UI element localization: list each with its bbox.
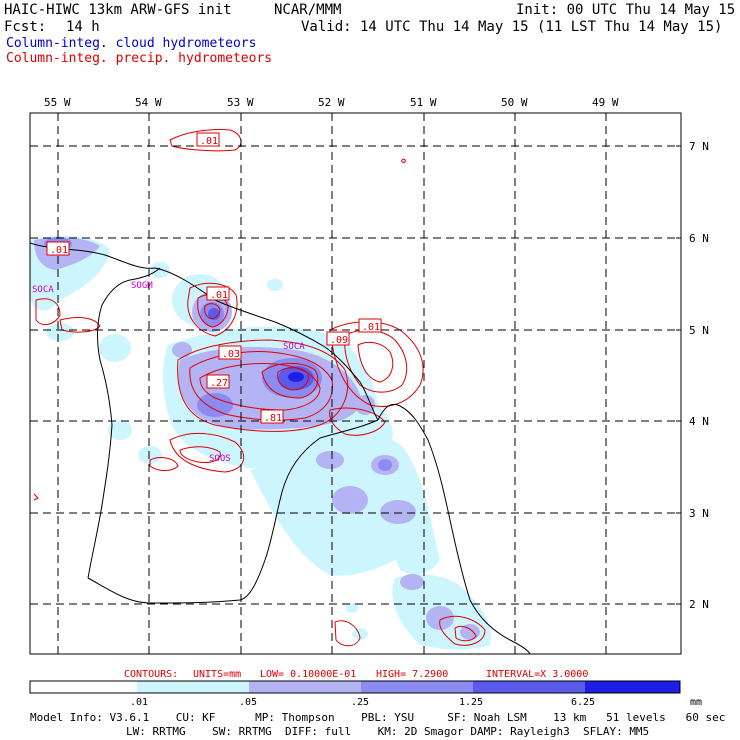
- cloud-shading: [30, 235, 491, 650]
- lon-label: 53 W: [227, 96, 254, 109]
- contours-title: CONTOURS:: [124, 669, 178, 680]
- colorbar-tick: .25: [351, 697, 369, 708]
- fcst-value: 14 h: [66, 19, 100, 35]
- contour-label-text: .03: [222, 349, 240, 360]
- colorbar-ticks: .01 .05 .25 1.25 6.25 mm: [130, 697, 702, 708]
- lat-labels: 7 N 6 N 5 N 4 N 3 N 2 N: [689, 140, 709, 611]
- colorbar-tick: 1.25: [459, 697, 483, 708]
- valid-time: Valid: 14 UTC Thu 14 May 15 (11 LST Thu …: [301, 19, 723, 35]
- lat-label: 6 N: [689, 232, 709, 245]
- station-label: SOCA: [32, 285, 54, 295]
- contour-label-box: .09: [326, 331, 350, 346]
- contour-label-text: .09: [330, 335, 348, 346]
- model-title: HAIC-HIWC 13km ARW-GFS init: [4, 2, 232, 18]
- colorbar-unit: mm: [690, 697, 702, 708]
- contour-label-box: .27: [206, 374, 230, 389]
- contour-label-box: .01: [196, 132, 220, 147]
- lat-label: 3 N: [689, 507, 709, 520]
- contour-label-box: .01: [206, 286, 230, 301]
- lon-label: 50 W: [501, 96, 528, 109]
- contour-label-text: .01: [200, 136, 218, 147]
- contour-label-box: .01: [358, 318, 382, 333]
- fcst-label: Fcst:: [4, 19, 47, 35]
- contour-label-box: .81: [260, 409, 284, 424]
- station-labels: SOGM SOCA SOOS SOCA: [32, 281, 305, 464]
- colorbar-tick: 6.25: [571, 697, 595, 708]
- org-label: NCAR/MMM: [274, 2, 342, 18]
- contours-units: UNITS=mm: [193, 669, 241, 680]
- contour-labels: .01 .01 .01 .01 .03 .09 .27 .81: [46, 132, 382, 424]
- legend-precip: Column-integ. precip. hydrometeors: [6, 51, 273, 66]
- lat-label: 7 N: [689, 140, 709, 153]
- station-label: SOCA: [283, 342, 305, 352]
- lon-labels: 55 W 54 W 53 W 52 W 51 W 50 W 49 W: [44, 96, 619, 109]
- lon-label: 49 W: [592, 96, 619, 109]
- lon-label: 52 W: [318, 96, 345, 109]
- contour-label-box: .01: [46, 241, 70, 256]
- colorbar: [29, 680, 681, 694]
- map-frame: [29, 112, 682, 655]
- lon-label: 54 W: [135, 96, 162, 109]
- contours-high: HIGH= 7.2900: [376, 669, 448, 680]
- station-label: SOGM: [131, 281, 153, 291]
- contour-label-box: .03: [218, 345, 242, 360]
- contour-label-text: .27: [210, 378, 228, 389]
- contour-label-text: .81: [264, 413, 282, 424]
- axis-ticks: [57, 113, 681, 605]
- contour-label-text: .01: [362, 322, 380, 333]
- model-info-line1: Model Info: V3.6.1 CU: KF MP: Thompson P…: [30, 711, 726, 724]
- coastline: [30, 242, 531, 654]
- lon-label: 51 W: [410, 96, 437, 109]
- contours-low: LOW= 0.10000E-01: [260, 669, 356, 680]
- latlon-grid: [30, 113, 681, 654]
- model-info-line2: LW: RRTMG SW: RRTMG DIFF: full KM: 2D Sm…: [126, 725, 650, 738]
- contours-interval: INTERVAL=X 3.0000: [486, 669, 588, 680]
- colorbar-tick: .01: [130, 697, 148, 708]
- init-time: Init: 00 UTC Thu 14 May 15: [516, 2, 736, 18]
- lat-label: 2 N: [689, 598, 709, 611]
- contour-label-text: .01: [50, 245, 68, 256]
- lon-label: 55 W: [44, 96, 71, 109]
- lat-label: 4 N: [689, 415, 709, 428]
- legend-cloud: Column-integ. cloud hydrometeors: [6, 36, 257, 51]
- contour-label-text: .01: [210, 290, 228, 301]
- contours-info: CONTOURS: UNITS=mm LOW= 0.10000E-01 HIGH…: [124, 669, 588, 680]
- colorbar-tick: .05: [239, 697, 257, 708]
- station-label: SOOS: [209, 454, 231, 464]
- lat-label: 5 N: [689, 324, 709, 337]
